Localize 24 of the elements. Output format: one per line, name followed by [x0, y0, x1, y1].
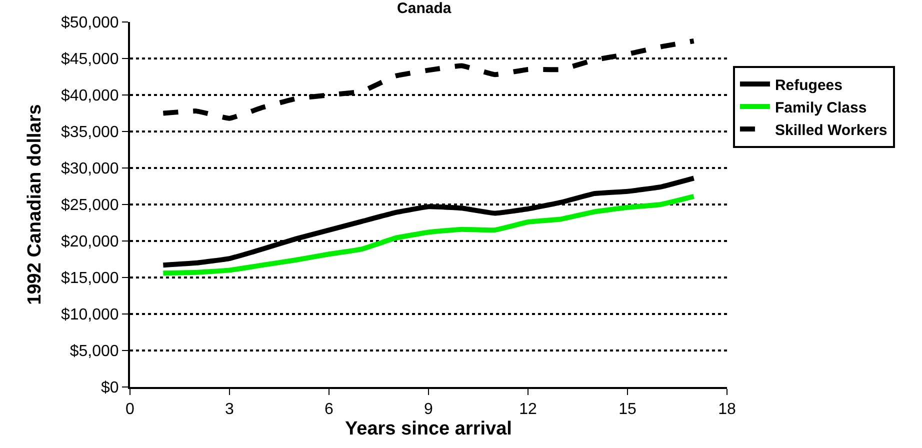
- y-tick-label: $10,000: [60, 306, 119, 324]
- x-tick-label: 0: [126, 401, 135, 418]
- y-tick-label: $20,000: [60, 234, 119, 251]
- y-tick-label: $15,000: [60, 270, 119, 288]
- legend-label: Skilled Workers: [774, 122, 888, 139]
- x-tick-label: 9: [424, 401, 434, 418]
- y-tick-label: $25,000: [60, 197, 119, 214]
- y-tick-label: $40,000: [60, 88, 119, 105]
- x-tick-label: 15: [618, 401, 636, 418]
- x-tick-label: 6: [324, 401, 334, 418]
- legend-label: Refugees: [774, 76, 842, 94]
- y-tick-label: $0: [101, 380, 119, 397]
- x-tick-label: 18: [718, 401, 736, 418]
- y-tick-label: $50,000: [60, 14, 119, 32]
- y-tick-label: $30,000: [60, 160, 119, 178]
- y-axis-title: 1992 Canadian dollars: [24, 104, 46, 305]
- x-tick-label: 3: [225, 401, 234, 418]
- chart-title: Canada: [397, 0, 452, 17]
- y-tick-label: $5,000: [70, 343, 119, 360]
- x-axis-title: Years since arrival: [345, 418, 512, 440]
- legend-label: Family Class: [774, 99, 867, 116]
- x-tick-label: 12: [519, 401, 537, 418]
- y-tick-label: $35,000: [60, 124, 119, 142]
- y-tick-label: $45,000: [60, 51, 119, 68]
